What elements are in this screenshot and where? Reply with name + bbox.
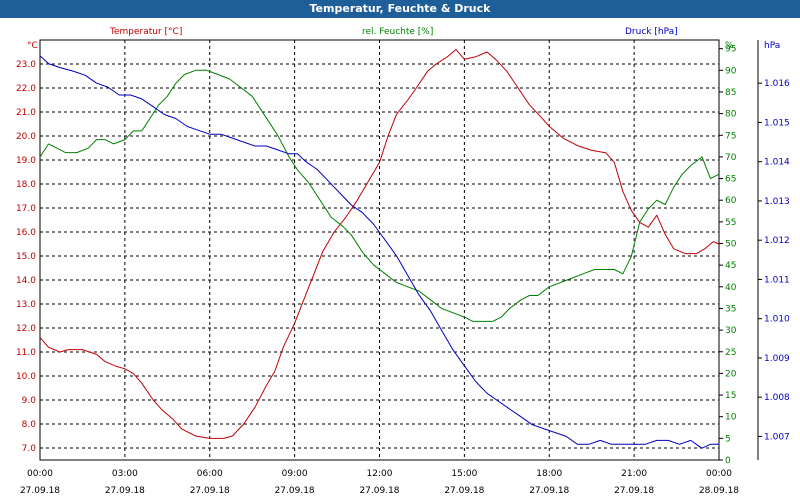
temperature-tick-label: 13.0 — [16, 300, 36, 310]
pressure-tick-label: 1.010 — [764, 315, 790, 325]
humidity-tick-label: 40 — [725, 283, 737, 293]
x-tick-date: 27.09.18 — [275, 486, 315, 496]
x-tick-date: 27.09.18 — [529, 486, 569, 496]
temperature-tick-label: 8.0 — [22, 420, 37, 430]
humidity-axis-title: rel. Feuchte [%] — [362, 27, 433, 37]
x-tick-date: 27.09.18 — [105, 486, 145, 496]
humidity-tick-label: 55 — [725, 218, 736, 228]
pressure-tick-label: 1.009 — [764, 354, 790, 364]
temperature-unit-label: °C — [27, 41, 38, 51]
series-lines — [39, 49, 720, 449]
temperature-tick-label: 16.0 — [16, 228, 36, 238]
temperature-tick-label: 22.0 — [16, 84, 36, 94]
pressure-unit-label: hPa — [764, 41, 780, 51]
pressure-tick-label: 1.015 — [764, 118, 790, 128]
humidity-tick-label: 90 — [725, 66, 737, 76]
humidity-tick-label: 75 — [725, 131, 736, 141]
humidity-tick-label: 50 — [725, 240, 737, 250]
x-tick-date: 27.09.18 — [190, 486, 230, 496]
pressure-tick-label: 1.014 — [764, 158, 790, 168]
temperature-tick-label: 15.0 — [16, 252, 36, 262]
humidity-tick-label: 5 — [725, 434, 731, 444]
temperature-tick-label: 17.0 — [16, 204, 36, 214]
temperature-tick-label: 20.0 — [16, 132, 36, 142]
pressure-tick-label: 1.011 — [764, 275, 790, 285]
temperature-line — [39, 49, 720, 439]
humidity-tick-label: 80 — [725, 110, 737, 120]
temperature-tick-label: 18.0 — [16, 180, 36, 190]
pressure-tick-label: 1.016 — [764, 79, 790, 89]
pressure-tick-label: 1.013 — [764, 197, 790, 207]
humidity-tick-label: 45 — [725, 261, 736, 271]
temperature-tick-label: 12.0 — [16, 324, 36, 334]
humidity-tick-label: 25 — [725, 348, 736, 358]
temperature-tick-label: 7.0 — [22, 444, 37, 454]
x-tick-time: 18:00 — [536, 469, 562, 479]
x-tick-date: 27.09.18 — [359, 486, 399, 496]
x-tick-time: 00:00 — [706, 469, 732, 479]
humidity-tick-label: 70 — [725, 153, 737, 163]
x-tick-date: 28.09.18 — [699, 486, 739, 496]
x-tick-date: 27.09.18 — [20, 486, 60, 496]
x-tick-time: 03:00 — [112, 469, 138, 479]
humidity-tick-label: 65 — [725, 175, 736, 185]
humidity-unit-label: % — [725, 41, 734, 51]
pressure-tick-label: 1.008 — [764, 393, 790, 403]
pressure-axis-title: Druck [hPa] — [625, 27, 678, 37]
humidity-tick-label: 30 — [725, 326, 737, 336]
humidity-tick-label: 35 — [725, 304, 736, 314]
humidity-tick-label: 60 — [725, 196, 737, 206]
humidity-tick-label: 95 — [725, 45, 736, 55]
temperature-tick-label: 21.0 — [16, 108, 36, 118]
humidity-line — [39, 69, 720, 322]
x-tick-time: 12:00 — [367, 469, 393, 479]
pressure-tick-label: 1.012 — [764, 236, 790, 246]
axis-ticks: 00:00 27.09.18 03:00 27.09.18 06:00 27.09.18 0… — [16, 45, 790, 496]
x-tick-time: 15:00 — [451, 469, 477, 479]
pressure-line — [39, 55, 719, 449]
humidity-tick-label: 20 — [725, 369, 737, 379]
temperature-tick-label: 19.0 — [16, 156, 36, 166]
temperature-tick-label: 10.0 — [16, 372, 36, 382]
x-tick-time: 21:00 — [621, 469, 647, 479]
humidity-tick-label: 0 — [725, 456, 731, 466]
window-title: Temperatur, Feuchte & Druck — [0, 0, 800, 18]
x-tick-time: 09:00 — [282, 469, 308, 479]
x-tick-date: 27.09.18 — [444, 486, 484, 496]
temperature-tick-label: 9.0 — [22, 396, 37, 406]
temperature-tick-label: 11.0 — [16, 348, 36, 358]
x-tick-time: 00:00 — [27, 469, 53, 479]
x-tick-time: 06:00 — [197, 469, 223, 479]
humidity-tick-label: 10 — [725, 413, 737, 423]
humidity-tick-label: 85 — [725, 88, 736, 98]
chart-grid — [40, 40, 719, 460]
temperature-axis-title: Temperatur [°C] — [109, 27, 182, 37]
temperature-tick-label: 14.0 — [16, 276, 36, 286]
x-tick-date: 27.09.18 — [614, 486, 654, 496]
plot-area-frame — [39, 39, 720, 461]
humidity-tick-label: 15 — [725, 391, 736, 401]
temperature-tick-label: 23.0 — [16, 60, 36, 70]
pressure-tick-label: 1.007 — [764, 432, 790, 442]
